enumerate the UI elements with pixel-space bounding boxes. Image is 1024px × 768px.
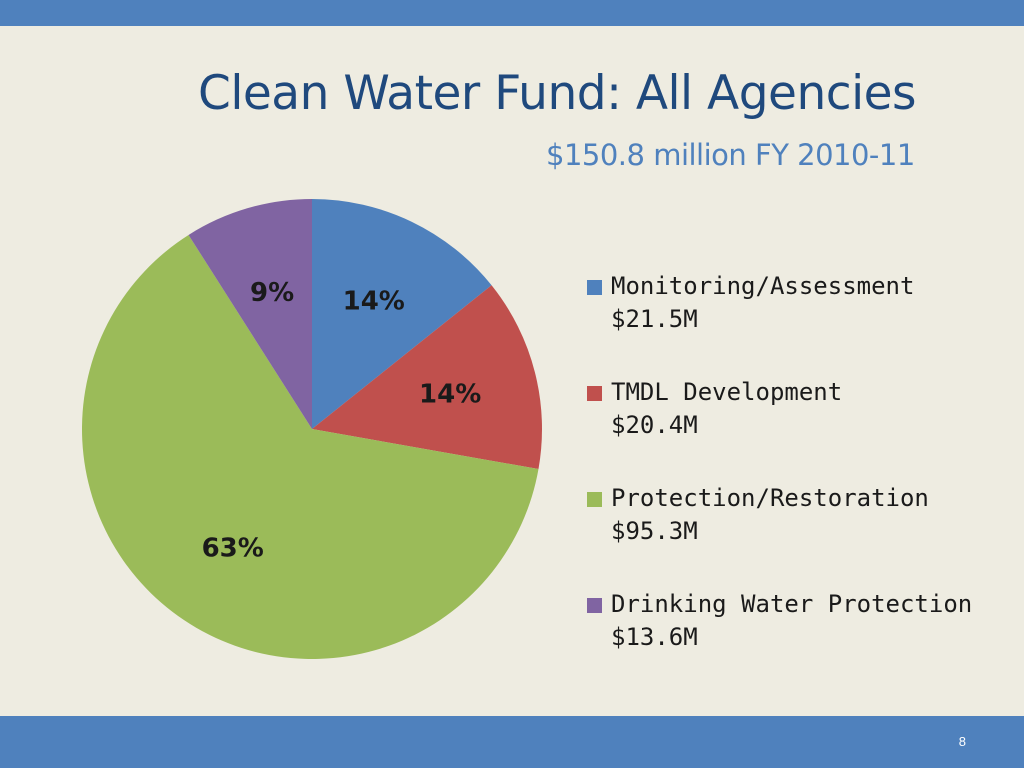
pie-slice-tmdl-development (312, 285, 542, 470)
page-number: 8 (958, 734, 966, 749)
slide-footer: 8 (0, 716, 1024, 768)
legend-amount: $20.4M (611, 411, 698, 439)
pie-labels: 14% 14% 63% 9% (202, 278, 482, 563)
slice-percent-label: 14% (419, 380, 481, 410)
legend-amount: $21.5M (611, 305, 698, 333)
chart-legend: Monitoring/Assessment $21.5M TMDL Develo… (587, 270, 1007, 694)
legend-item-drinking-water-protection: Drinking Water Protection $13.6M (587, 588, 1007, 694)
slice-percent-label: 9% (250, 278, 294, 308)
legend-label: Monitoring/Assessment (611, 272, 915, 300)
legend-swatch (587, 492, 602, 507)
pie-chart: 14% 14% 63% 9% (81, 199, 542, 660)
legend-item-monitoring-assessment: Monitoring/Assessment $21.5M (587, 270, 1007, 376)
legend-amount: $13.6M (611, 623, 698, 651)
legend-amount: $95.3M (611, 517, 698, 545)
legend-label: Protection/Restoration (611, 484, 929, 512)
legend-label: Drinking Water Protection (611, 590, 973, 618)
pie-slice-drinking-water-protection (188, 199, 312, 429)
legend-swatch (587, 280, 602, 295)
legend-item-tmdl-development: TMDL Development $20.4M (587, 376, 1007, 482)
pie-slice-protection-restoration (81, 234, 539, 660)
pie-slices (81, 199, 542, 660)
legend-label: TMDL Development (611, 378, 843, 406)
pie-slice-monitoring-assessment (312, 199, 492, 429)
slide: Clean Water Fund: All Agencies $150.8 mi… (0, 26, 1024, 716)
legend-swatch (587, 386, 602, 401)
slide-subtitle: $150.8 million FY 2010-11 (546, 138, 915, 172)
legend-item-protection-restoration: Protection/Restoration $95.3M (587, 482, 1007, 588)
slide-title: Clean Water Fund: All Agencies (198, 66, 917, 121)
slice-percent-label: 63% (202, 534, 264, 564)
legend-swatch (587, 598, 602, 613)
slice-percent-label: 14% (343, 286, 405, 316)
